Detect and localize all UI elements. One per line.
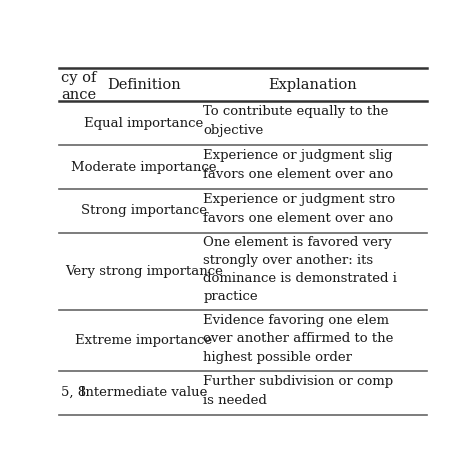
Text: One element is favored very: One element is favored very <box>203 236 392 249</box>
Text: favors one element over ano: favors one element over ano <box>203 212 393 225</box>
Text: Moderate importance: Moderate importance <box>71 161 217 173</box>
Text: dominance is demonstrated i: dominance is demonstrated i <box>203 272 397 285</box>
Text: cy of
ance: cy of ance <box>61 72 97 102</box>
Text: Experience or judgment stro: Experience or judgment stro <box>203 193 395 206</box>
Text: Equal importance: Equal importance <box>84 117 203 130</box>
Text: 5, 8: 5, 8 <box>61 386 86 399</box>
Text: Strong importance: Strong importance <box>81 204 207 218</box>
Text: Further subdivision or comp: Further subdivision or comp <box>203 375 393 388</box>
Text: favors one element over ano: favors one element over ano <box>203 168 393 181</box>
Text: highest possible order: highest possible order <box>203 351 352 364</box>
Text: practice: practice <box>203 290 258 303</box>
Text: objective: objective <box>203 125 264 137</box>
Text: Definition: Definition <box>107 78 181 91</box>
Text: is needed: is needed <box>203 394 267 407</box>
Text: Intermediate value: Intermediate value <box>80 386 208 399</box>
Text: Very strong importance: Very strong importance <box>65 265 223 278</box>
Text: Experience or judgment slig: Experience or judgment slig <box>203 149 393 162</box>
Text: Explanation: Explanation <box>268 78 357 91</box>
Text: Evidence favoring one elem: Evidence favoring one elem <box>203 314 389 327</box>
Text: over another affirmed to the: over another affirmed to the <box>203 332 393 345</box>
Text: Extreme importance: Extreme importance <box>75 334 212 347</box>
Text: strongly over another: its: strongly over another: its <box>203 254 374 267</box>
Text: To contribute equally to the: To contribute equally to the <box>203 105 389 118</box>
